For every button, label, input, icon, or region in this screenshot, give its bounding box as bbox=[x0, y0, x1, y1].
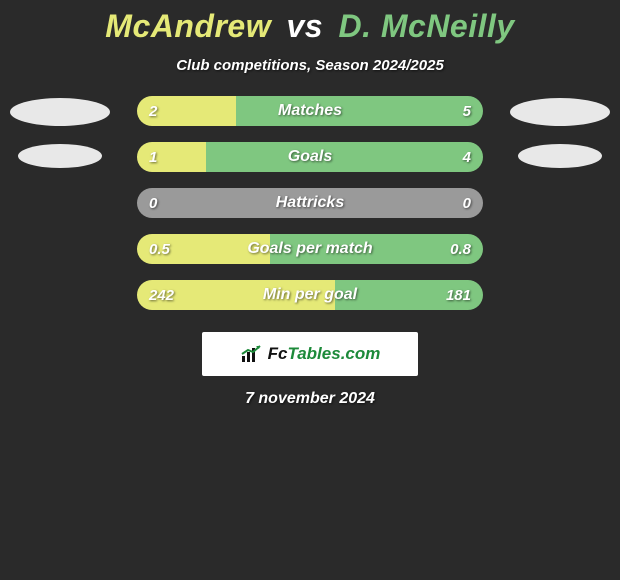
chart-icon bbox=[240, 344, 262, 364]
avatar-placeholder bbox=[10, 98, 110, 126]
bar-segment-player1 bbox=[137, 142, 206, 172]
stat-bar: 25Matches bbox=[137, 96, 483, 126]
avatar-placeholder bbox=[510, 98, 610, 126]
bar-segment-player2 bbox=[335, 280, 483, 310]
bar-segment-player1 bbox=[137, 280, 335, 310]
bar-segment-player1 bbox=[137, 96, 236, 126]
stat-bar: 242181Min per goal bbox=[137, 280, 483, 310]
club-placeholder bbox=[518, 144, 602, 168]
content-area: 25Matches 14Goals 00Hattricks 0.50.8Goals p… bbox=[0, 96, 620, 310]
left-avatar-column bbox=[0, 96, 120, 168]
club-placeholder bbox=[18, 144, 102, 168]
brand-badge: FcTables.com bbox=[202, 332, 418, 376]
bar-segment-player2 bbox=[236, 96, 483, 126]
stat-bars: 25Matches 14Goals 00Hattricks 0.50.8Goals p… bbox=[137, 96, 483, 310]
page-title: McAndrew vs D. McNeilly bbox=[0, 8, 620, 45]
comparison-infographic: McAndrew vs D. McNeilly Club competition… bbox=[0, 0, 620, 580]
date-text: 7 november 2024 bbox=[0, 390, 620, 408]
bar-segment-neutral bbox=[137, 188, 483, 218]
brand-text: FcTables.com bbox=[268, 344, 381, 364]
right-avatar-column bbox=[500, 96, 620, 168]
bar-segment-player2 bbox=[270, 234, 483, 264]
brand-suffix: Tables.com bbox=[287, 344, 380, 363]
bar-segment-player1 bbox=[137, 234, 270, 264]
subtitle: Club competitions, Season 2024/2025 bbox=[0, 57, 620, 74]
stat-bar: 00Hattricks bbox=[137, 188, 483, 218]
stat-bar: 0.50.8Goals per match bbox=[137, 234, 483, 264]
title-player1: McAndrew bbox=[105, 8, 271, 44]
title-vs: vs bbox=[280, 8, 329, 44]
bar-segment-player2 bbox=[206, 142, 483, 172]
brand-prefix: Fc bbox=[268, 344, 288, 363]
stat-bar: 14Goals bbox=[137, 142, 483, 172]
title-player2: D. McNeilly bbox=[338, 8, 514, 44]
